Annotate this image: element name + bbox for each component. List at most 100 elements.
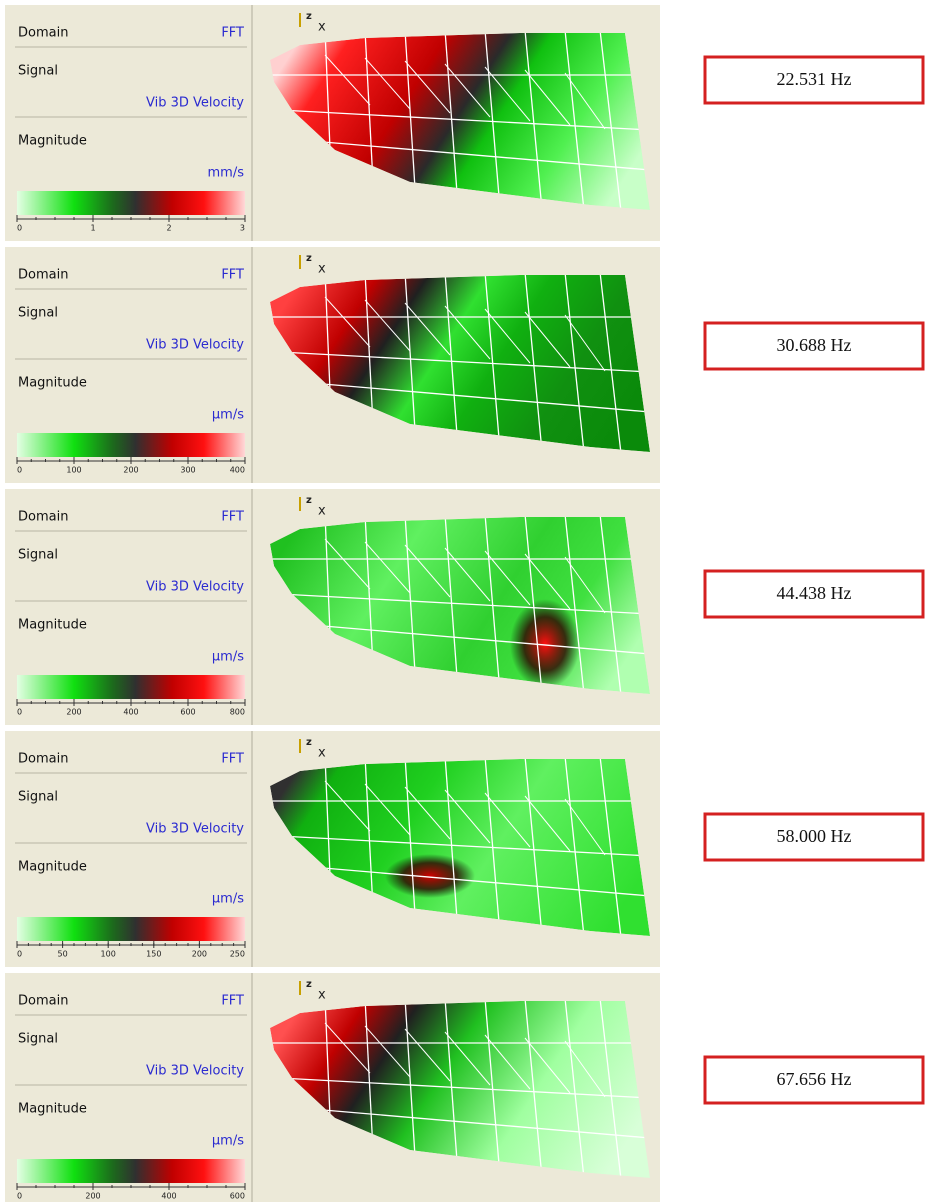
unit: µm/s [212,1134,244,1149]
mesh [270,275,650,452]
mesh-line [324,780,371,832]
mesh-line [279,593,650,615]
mesh [270,517,650,694]
mesh-line [484,550,531,606]
mesh-surface [270,759,650,936]
scale-tick-label: 400 [161,1192,176,1201]
hot-spot [510,599,580,689]
mesh-line [484,792,531,848]
mesh-line [564,759,586,936]
magnitude-label: Magnitude [18,134,87,149]
mesh-line [524,275,544,452]
frequency-box [703,569,925,619]
domain-label: Domain [18,26,68,41]
mesh-line [524,1001,544,1178]
unit: mm/s [208,166,245,181]
mesh-line [564,275,586,452]
mesh-line [279,109,650,131]
domain-value: FFT [221,510,244,525]
mesh-line [299,139,650,171]
signal-label: Signal [18,1032,58,1047]
mesh-line [299,1107,650,1139]
scale-tick-label: 0 [17,224,22,233]
mesh-line [564,556,606,614]
scale-tick-label: 2 [166,224,171,233]
scale-tick-label: 200 [66,708,81,717]
panel: Domain FFT Signal Vib 3D Velocity Magnitude µ… [5,247,660,483]
scale-tick-label: 800 [230,708,245,717]
mesh-line [599,759,623,936]
signal-value: Vib 3D Velocity [146,338,244,353]
domain-value: FFT [221,268,244,283]
mesh-surface [270,33,650,210]
signal-value: Vib 3D Velocity [146,580,244,595]
mesh-line [484,517,502,694]
mesh-line [564,1040,606,1098]
mesh-line [524,517,544,694]
frequency: 44.438 Hz [777,583,852,603]
mesh-line [484,759,502,936]
domain-label: Domain [18,510,68,525]
scale-tick-label: 1 [90,224,95,233]
mesh-line [324,296,371,348]
mesh-line [299,623,650,655]
mesh-line [279,1077,650,1099]
mesh-line [404,786,451,840]
mesh-line [444,547,491,602]
mesh-line [564,33,586,210]
frequency-box [703,1055,925,1105]
signal-value: Vib 3D Velocity [146,822,244,837]
mesh-line [404,1028,451,1082]
mesh-line [404,302,451,356]
frequency: 67.656 Hz [777,1069,852,1089]
scale-tick-label: 0 [17,466,22,475]
axis-z: z [306,11,312,22]
mesh-line [524,1037,571,1094]
mesh-line [324,54,371,106]
mesh-line [524,33,544,210]
mesh-line [444,789,491,844]
axis-z: z [306,979,312,990]
frequency-box [703,321,925,371]
mesh-line [364,541,411,594]
signal-value: Vib 3D Velocity [146,1064,244,1079]
axis-z: z [306,253,312,264]
unit: µm/s [212,408,244,423]
mesh-line [364,299,411,352]
mesh-line [324,1022,371,1074]
scale-tick-label: 200 [123,466,138,475]
domain-value: FFT [221,752,244,767]
mesh-line [299,865,650,897]
mesh-line [279,351,650,373]
signal-label: Signal [18,306,58,321]
mesh-line [484,1034,531,1090]
mesh-line [524,759,544,936]
scale-tick-label: 200 [85,1192,100,1201]
domain-value: FFT [221,994,244,1009]
axis-x: x [318,20,326,35]
domain-label: Domain [18,994,68,1009]
signal-label: Signal [18,64,58,79]
mesh-line [599,1001,623,1178]
mesh-line [324,538,371,590]
axis-z: z [306,495,312,506]
scale-tick-label: 50 [58,950,68,959]
scale-tick-label: 250 [230,950,245,959]
frequency: 30.688 Hz [777,335,852,355]
mesh-surface [270,1001,650,1178]
magnitude-label: Magnitude [18,376,87,391]
mesh-line [444,63,491,118]
panel: Domain FFT Signal Vib 3D Velocity Magnitude µ… [5,973,660,1202]
color-scale [17,917,245,941]
panel: Domain FFT Signal Vib 3D Velocity Magnitude µ… [5,489,660,725]
scale-tick-label: 300 [180,466,195,475]
magnitude-label: Magnitude [18,1102,87,1117]
mesh-line [444,1031,491,1086]
axis-z: z [306,737,312,748]
mesh-line [564,72,606,130]
color-scale [17,191,245,215]
mesh-line [564,517,586,694]
unit: µm/s [212,892,244,907]
scale-tick-label: 600 [230,1192,245,1201]
